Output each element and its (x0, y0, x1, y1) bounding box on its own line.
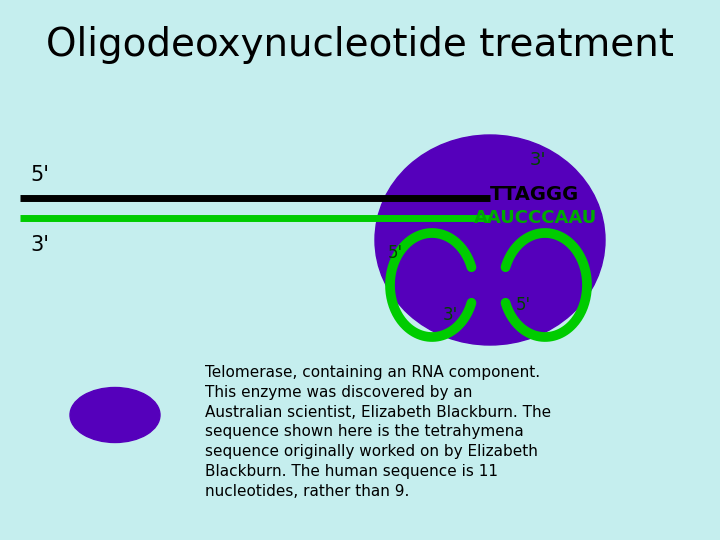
Ellipse shape (70, 388, 160, 442)
Text: 5': 5' (30, 165, 49, 185)
Text: TTAGGG: TTAGGG (490, 186, 580, 205)
Ellipse shape (375, 135, 605, 345)
Text: 5': 5' (388, 244, 403, 262)
Text: 3': 3' (443, 306, 458, 324)
Text: 5': 5' (516, 296, 531, 314)
Text: AAUCCCAAU: AAUCCCAAU (474, 209, 598, 227)
Text: Oligodeoxynucleotide treatment: Oligodeoxynucleotide treatment (46, 26, 674, 64)
Text: 3': 3' (30, 235, 49, 255)
Text: 3': 3' (530, 151, 546, 169)
Text: Telomerase, containing an RNA component.
This enzyme was discovered by an
Austra: Telomerase, containing an RNA component.… (205, 365, 551, 499)
